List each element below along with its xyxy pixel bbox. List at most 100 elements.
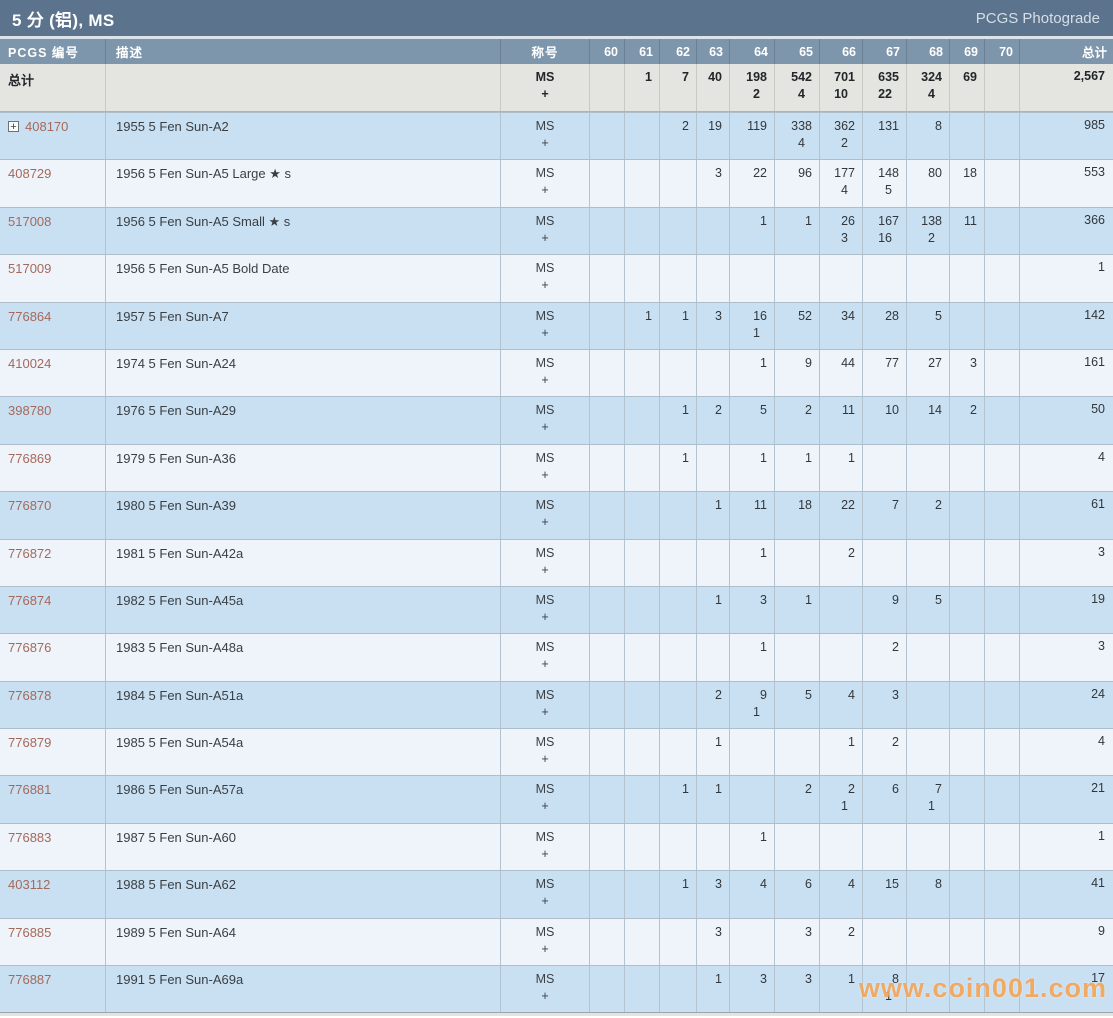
grade-65-cell-count: 6	[805, 877, 812, 892]
designation-plus: +	[541, 989, 549, 1004]
pcgs-number-link[interactable]: 776885	[8, 924, 52, 940]
pcgs-number-link[interactable]: 517009	[8, 261, 52, 277]
grade-64-cell-count: 16	[753, 308, 767, 323]
table-row: 517009 1956 5 Fen Sun-A5 Bold Date MS +1	[0, 254, 1113, 302]
pcgs-number-cell: 776879	[0, 729, 105, 775]
designation-ms: MS	[535, 166, 555, 181]
grade-68-cell: 80	[906, 160, 949, 207]
table-row: 776878 1984 5 Fen Sun-A51a MS +2 9 1 5 4 3 24	[0, 680, 1113, 729]
pcgs-number-link[interactable]: 776887	[8, 972, 52, 988]
pcgs-number-link[interactable]: 776869	[8, 450, 52, 466]
pcgs-photograde-link[interactable]: PCGS Photograde	[975, 9, 1100, 27]
table-row: 776879 1985 5 Fen Sun-A54a MS +1 1 2 4	[0, 728, 1113, 776]
column-header-grade-63: 63	[696, 39, 729, 64]
table-row: 776876 1983 5 Fen Sun-A48a MS +1 2 3	[0, 633, 1113, 681]
grade-65-cell-count: 9	[805, 355, 812, 370]
grade-60-cell	[589, 397, 624, 444]
designation-cell: MS +	[500, 444, 589, 492]
grade-61-cell	[624, 444, 659, 492]
grade-61-cell	[624, 397, 659, 444]
pcgs-number-link[interactable]: 776879	[8, 735, 52, 751]
pcgs-number-cell: 408729	[0, 160, 105, 206]
coin-description: 1988 5 Fen Sun-A62	[105, 871, 500, 918]
grade-60-cell	[589, 207, 624, 255]
grade-65-cell: 96	[774, 160, 819, 207]
grade-67-cell	[862, 823, 906, 871]
grade-65-cell-count: 1	[805, 592, 812, 607]
pcgs-number-link[interactable]: 776864	[8, 308, 52, 324]
designation-plus: +	[541, 372, 549, 387]
column-header-grade-67: 67	[862, 39, 906, 64]
designation-ms: MS	[535, 877, 555, 892]
grade-66-cell	[819, 255, 862, 302]
pcgs-number-link[interactable]: 776876	[8, 640, 52, 656]
grade-66-cell: 11	[819, 397, 862, 444]
grade-66-cell-plus-count: 3	[841, 230, 848, 245]
grade-61-cell	[624, 871, 659, 918]
pcgs-number-link[interactable]: 776878	[8, 687, 52, 703]
grade-62-cell	[659, 918, 696, 966]
expand-icon[interactable]: +	[8, 121, 19, 132]
pcgs-number-link[interactable]: 408729	[8, 166, 52, 182]
grade-68-cell-plus-count: 1	[928, 799, 935, 814]
grade-64-cell: 1	[729, 823, 774, 871]
pcgs-number-link[interactable]: 776872	[8, 545, 52, 561]
designation-ms: MS	[535, 687, 555, 702]
page-title: 5 分 (铝), MS	[12, 10, 115, 30]
grade-69-cell	[949, 444, 984, 492]
grade-65-cell: 3	[774, 966, 819, 1013]
pcgs-number-cell: 517009	[0, 255, 105, 301]
row-total: 50	[1019, 397, 1113, 444]
pcgs-number-link[interactable]: 403112	[8, 877, 51, 893]
grade-68-cell-count: 5	[935, 592, 942, 607]
grade-62-cell	[659, 823, 696, 871]
pcgs-number-link[interactable]: 776883	[8, 829, 52, 845]
coin-description: 1982 5 Fen Sun-A45a	[105, 586, 500, 634]
pcgs-number-link[interactable]: 776870	[8, 498, 52, 514]
grade-69-cell	[949, 539, 984, 586]
pcgs-number-cell: 776872	[0, 540, 105, 586]
pcgs-number-link[interactable]: 398780	[8, 403, 52, 419]
grade-62-cell: 2	[659, 113, 696, 160]
grade-70-cell	[984, 586, 1019, 634]
grade-68-cell-count: 8	[935, 119, 942, 133]
designation-cell: MS +	[500, 586, 589, 634]
designation-cell: MS +	[500, 776, 589, 823]
grade-68-cell	[906, 539, 949, 586]
grade-61-cell	[624, 349, 659, 397]
designation-ms: MS	[535, 261, 555, 276]
grade-62-cell	[659, 207, 696, 255]
table-row: 410024 1974 5 Fen Sun-A24 MS +1 9 44 77 27 3 161	[0, 348, 1113, 397]
grade-67-cell	[862, 444, 906, 492]
designation-ms: MS	[535, 924, 555, 939]
table-row: 403112 1988 5 Fen Sun-A62 MS +1 3 4 6 4 15 8 41	[0, 870, 1113, 918]
grade-66-cell: 4	[819, 871, 862, 918]
column-header-total: 总计	[1019, 39, 1113, 64]
pcgs-number-link[interactable]: 410024	[8, 355, 52, 371]
grade-67-cell: 2	[862, 729, 906, 776]
row-total: 41	[1019, 871, 1113, 918]
grade-68-cell: 27	[906, 349, 949, 397]
grade-61-cell	[624, 681, 659, 729]
designation-ms: MS	[535, 213, 555, 228]
totals-grade-68-count: 324	[921, 70, 942, 84]
pcgs-number-link[interactable]: 776881	[8, 782, 52, 798]
table-row: 776881 1986 5 Fen Sun-A57a MS +1 1 2 2 1 6 7 1 21	[0, 775, 1113, 823]
grade-66-cell-count: 34	[841, 308, 855, 323]
grade-67-cell: 167 16	[862, 207, 906, 255]
grade-64-cell: 1	[729, 207, 774, 255]
grade-63-cell-count: 2	[715, 687, 722, 702]
column-header-grade-70: 70	[984, 39, 1019, 64]
grade-70-cell	[984, 776, 1019, 823]
pcgs-number-link[interactable]: 408170	[25, 119, 69, 134]
grade-63-cell: 3	[696, 918, 729, 966]
grade-69-cell-count: 11	[964, 213, 977, 228]
grade-64-cell	[729, 776, 774, 823]
grade-63-cell: 1	[696, 729, 729, 776]
grade-68-cell-count: 5	[935, 308, 942, 323]
pcgs-number-link[interactable]: 517008	[8, 213, 52, 229]
pcgs-number-link[interactable]: 776874	[8, 592, 52, 608]
grade-66-cell-count: 1	[848, 735, 855, 750]
grade-68-cell-count: 14	[928, 403, 942, 418]
grade-68-cell: 2	[906, 492, 949, 539]
